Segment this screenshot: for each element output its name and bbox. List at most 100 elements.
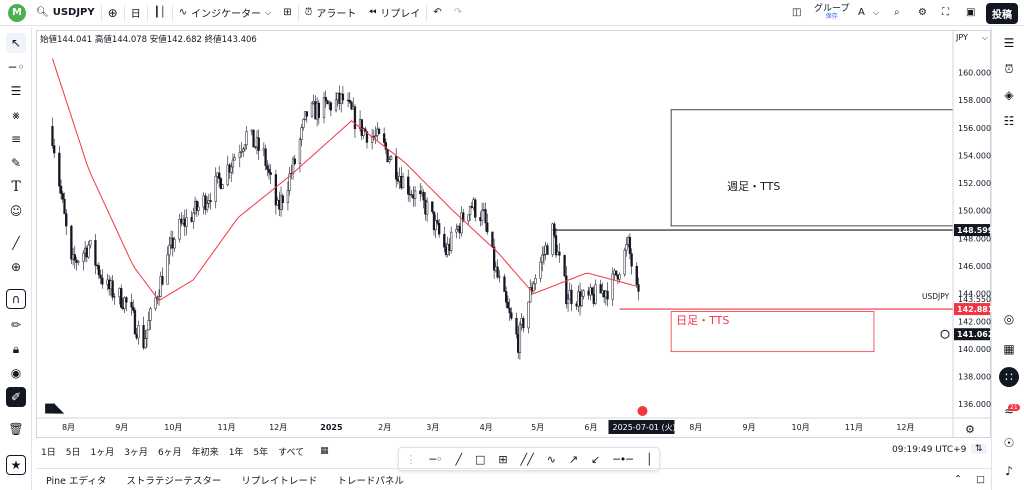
notification-badge: 21 xyxy=(1008,404,1020,411)
compare-arrows-icon[interactable]: ⇅ xyxy=(971,444,987,454)
user-avatar[interactable]: M xyxy=(8,3,26,22)
redo-button[interactable]: ↷ xyxy=(448,0,468,26)
alert-button[interactable]: ⏰︎ アラート xyxy=(299,0,363,26)
alerts-clock-icon[interactable]: ⏰︎ xyxy=(1004,61,1014,76)
tab-pine-editor[interactable]: Pine エディタ xyxy=(46,475,107,487)
indicators-button[interactable]: ∿ インジケーター ⌵ xyxy=(173,0,277,26)
undo-icon: ↶ xyxy=(433,7,442,18)
post-button[interactable]: 投稿 xyxy=(986,3,1018,24)
gear-icon: ⚙︎ xyxy=(918,7,927,18)
chat-icon[interactable]: ☷ xyxy=(1003,114,1015,128)
high-label: 高値 xyxy=(94,35,112,45)
chart-pane[interactable] xyxy=(36,30,991,438)
range-1d[interactable]: 1日 xyxy=(41,447,56,458)
floating-drawing-bar: ⋮ ─◦ ╱ □ ⊞ ╱╱ ∿ ↗ ↙ ─•─ │ xyxy=(398,447,660,471)
lock-drawing-icon[interactable]: ✏ xyxy=(10,318,22,332)
tab-strategy-tester[interactable]: ストラテジーテスター xyxy=(126,475,222,487)
range-5y[interactable]: 5年 xyxy=(253,447,269,458)
watchlist-icon[interactable]: ☰ xyxy=(1003,36,1015,50)
open-label: 始値 xyxy=(40,35,58,45)
clock[interactable]: 09:19:49 UTC+9 xyxy=(892,445,967,455)
symbol-search-button[interactable]: 🔍︎ USDJPY xyxy=(30,0,101,26)
tab-trade-panel[interactable]: トレードパネル xyxy=(337,475,404,487)
trendline-icon[interactable]: ╱ xyxy=(455,452,463,466)
emoji-icon[interactable]: ☺ xyxy=(9,204,23,218)
tab-replay-trade[interactable]: リプレイトレード xyxy=(241,475,318,487)
help-icon[interactable]: ☉ xyxy=(1003,436,1015,450)
trash-icon[interactable]: 🗑︎ xyxy=(8,422,24,436)
fullscreen-button[interactable]: ⛶ xyxy=(936,0,955,26)
zoom-icon[interactable]: ⊕ xyxy=(10,260,22,274)
templates-button[interactable]: ⊞ xyxy=(277,0,297,26)
indicators-label: インジケーター xyxy=(191,9,262,20)
magnet-icon[interactable]: ∩ xyxy=(6,289,26,309)
plus-circle-icon: ⊕ xyxy=(107,5,118,20)
group-sublabel: 保存 xyxy=(825,13,838,20)
camera-icon: ▣ xyxy=(966,7,976,18)
range-3m[interactable]: 3ヶ月 xyxy=(124,447,148,458)
ray-icon[interactable]: ↗ xyxy=(568,452,579,466)
calendar-icon[interactable]: ▦ xyxy=(1003,342,1015,356)
close-label: 終値 xyxy=(204,35,222,45)
alarm-icon: ⏰︎ xyxy=(304,7,313,18)
chart-settings-button[interactable]: ⚙︎ xyxy=(965,423,975,436)
quick-search-button[interactable]: ⌕ xyxy=(888,0,906,26)
group-letter-text: A xyxy=(858,7,865,18)
layout-icon: ◫ xyxy=(792,7,802,18)
notifications-icon[interactable]: ♪ xyxy=(1005,464,1013,478)
extended-line-icon[interactable]: ─•─ xyxy=(613,452,633,466)
text-icon[interactable]: T xyxy=(11,179,21,195)
chart-type-button[interactable]: ┃│ xyxy=(148,0,172,26)
group-button[interactable]: グループ 保存 xyxy=(808,0,855,26)
forecast-icon[interactable]: ≡ xyxy=(10,132,22,146)
target-icon[interactable]: ◎ xyxy=(1003,312,1015,326)
path-icon[interactable]: ╱╱ xyxy=(520,452,534,466)
eye-icon[interactable]: ◉ xyxy=(10,366,22,380)
range-5d[interactable]: 5日 xyxy=(65,447,81,458)
snapshot-button[interactable]: ▣ xyxy=(960,0,981,26)
interval-button[interactable]: 日 xyxy=(130,9,141,20)
range-1y[interactable]: 1年 xyxy=(228,447,244,458)
currency-text: JPY xyxy=(956,33,968,42)
arrow-icon[interactable]: ↙ xyxy=(591,452,601,466)
settings-button[interactable]: ⚙︎ xyxy=(912,0,933,26)
apps-grid-icon[interactable]: ∷ xyxy=(999,367,1019,387)
fib-icon[interactable]: ☰ xyxy=(10,84,22,98)
group-letter[interactable]: A ⌵ xyxy=(852,0,885,26)
polyline-icon[interactable]: ∿ xyxy=(546,452,556,466)
high-value: 144.078 xyxy=(111,35,148,45)
maximize-icon[interactable]: □ xyxy=(976,474,985,485)
layers-icon[interactable]: ◈ xyxy=(1004,88,1014,102)
undo-button[interactable]: ↶ xyxy=(427,0,447,26)
currency-label[interactable]: JPY ⌵ xyxy=(956,33,988,43)
date-range-icon[interactable]: ▦ xyxy=(320,446,329,456)
lock-icon[interactable]: 🔒︎ xyxy=(12,341,20,356)
range-6m[interactable]: 6ヶ月 xyxy=(157,447,182,458)
hline-icon[interactable]: ─◦ xyxy=(429,452,443,466)
gear-icon: ⚙︎ xyxy=(965,423,975,436)
compare-button[interactable]: ⊕ xyxy=(102,0,124,26)
range-1m[interactable]: 1ヶ月 xyxy=(90,447,115,458)
top-toolbar: M 🔍︎ USDJPY ⊕ 日 ┃│ ∿ インジケーター ⌵ ⊞ ⏰︎ アラート… xyxy=(0,0,1024,26)
link-icon[interactable]: ✐ xyxy=(6,387,26,407)
pattern-icon[interactable]: ⨳ xyxy=(12,107,20,122)
signal-icon[interactable]: ≈ xyxy=(1003,404,1015,418)
rectangle-icon[interactable]: □ xyxy=(475,452,486,466)
search-icon: 🔍︎ xyxy=(36,7,49,18)
brush-icon[interactable]: ✎ xyxy=(10,156,22,170)
range-all[interactable]: すべて xyxy=(278,447,305,458)
fullscreen-icon: ⛶ xyxy=(942,7,949,18)
favorites-star-icon[interactable]: ★ xyxy=(6,455,26,475)
chevron-down-icon: ⌵ xyxy=(981,33,988,42)
replay-button[interactable]: ⏪︎ リプレイ xyxy=(362,0,426,26)
drag-handle-icon[interactable]: ⋮ xyxy=(405,452,417,466)
layout-button[interactable]: ◫ xyxy=(786,0,807,26)
crosshair-box-icon[interactable]: ⊞ xyxy=(498,452,508,466)
ruler-icon[interactable]: ╱ xyxy=(12,236,20,250)
trendline-icon[interactable]: −◦ xyxy=(7,60,25,74)
tradingview-logo: ■◣ xyxy=(44,401,64,416)
vline-icon[interactable]: │ xyxy=(645,452,653,466)
chevron-up-icon[interactable]: ⌃ xyxy=(954,474,962,485)
range-ytd[interactable]: 年初来 xyxy=(191,447,219,458)
cursor-icon[interactable]: ↖ xyxy=(6,33,26,53)
